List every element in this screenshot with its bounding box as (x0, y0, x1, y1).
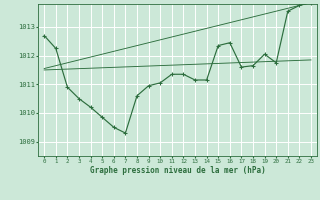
X-axis label: Graphe pression niveau de la mer (hPa): Graphe pression niveau de la mer (hPa) (90, 166, 266, 175)
